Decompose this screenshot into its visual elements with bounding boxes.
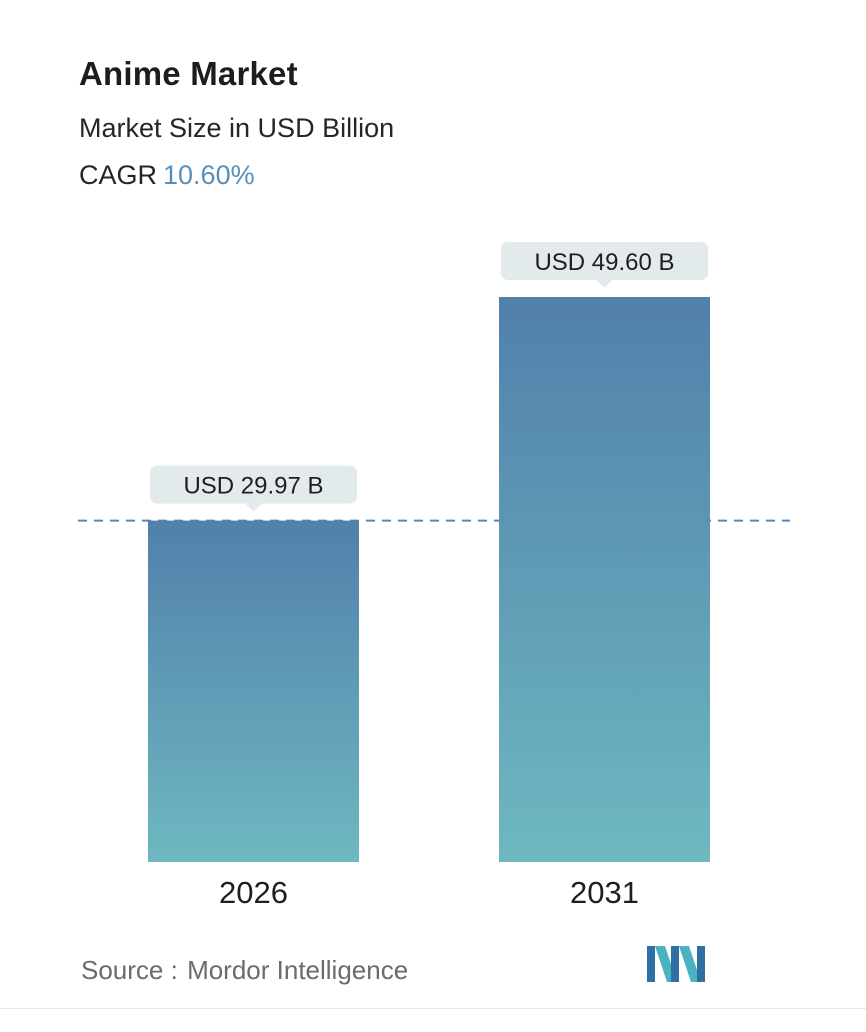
data-label: USD 29.97 B	[183, 473, 323, 500]
source-value: Mordor Intelligence	[187, 955, 409, 985]
data-label-pointer	[245, 503, 262, 512]
cagr-line: CAGR 10.60%	[79, 160, 255, 191]
data-label: USD 49.60 B	[534, 249, 674, 276]
bar-2026	[148, 520, 359, 862]
source-line: Source : Mordor Intelligence	[81, 955, 408, 986]
data-label-bubble	[150, 465, 357, 504]
data-label-pointer	[596, 280, 613, 288]
cagr-value: 10.60%	[163, 160, 255, 190]
x-tick-label: 2031	[570, 875, 639, 910]
bar-2031	[499, 297, 710, 862]
footer-divider	[0, 1008, 866, 1009]
data-label-bubble	[501, 242, 708, 280]
chart-title: Anime Market	[79, 55, 298, 92]
cagr-label: CAGR	[79, 160, 158, 190]
bar-chart: USD 29.97 B 2026 USD 49.60 B 2031	[78, 242, 790, 910]
chart-subtitle: Market Size in USD Billion	[79, 113, 395, 143]
x-tick-label: 2026	[219, 875, 288, 910]
source-label: Source :	[81, 955, 178, 985]
mordor-intelligence-logo-icon	[647, 946, 705, 982]
